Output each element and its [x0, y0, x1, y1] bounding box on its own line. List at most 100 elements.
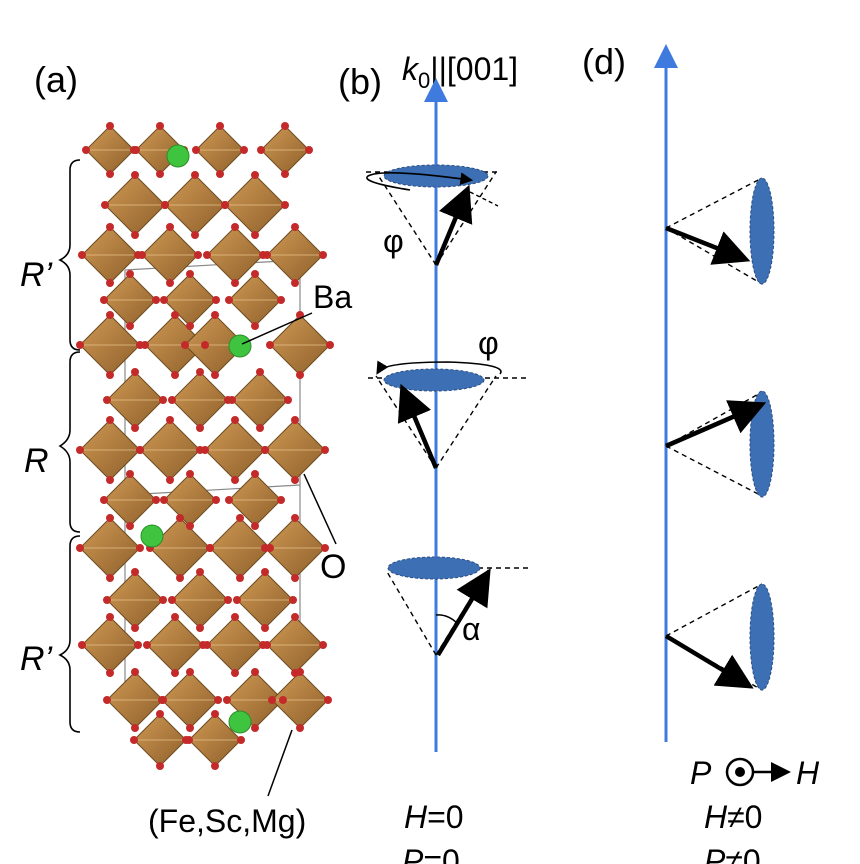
oxygen-atom	[212, 296, 220, 304]
oxygen-atom	[236, 514, 244, 522]
oxygen-atom	[231, 669, 239, 677]
panel-d-label: (d)	[582, 41, 626, 82]
oxygen-atom	[103, 396, 111, 404]
p-dot	[735, 767, 745, 777]
oxygen-atom	[156, 710, 164, 718]
oxygen-atom	[106, 122, 114, 130]
octahedra-layers	[79, 125, 331, 767]
oxygen-atom	[326, 341, 334, 349]
condition-h: H≠0	[704, 799, 762, 835]
oxygen-atom	[186, 270, 194, 278]
alpha-arc	[435, 614, 459, 625]
oxygen-atom	[251, 171, 259, 179]
oxygen-atom	[106, 371, 114, 379]
field-cone-3	[664, 583, 775, 691]
oxygen-atom	[100, 496, 108, 504]
oxygen-atom	[176, 574, 184, 582]
oxygen-atom	[131, 724, 139, 732]
oxygen-atom	[277, 296, 285, 304]
spin-arrow	[664, 634, 754, 689]
oxygen-atom	[251, 522, 259, 530]
oxygen-atom	[281, 122, 289, 130]
oxygen-atom	[231, 476, 239, 484]
ba-atom	[166, 144, 190, 168]
oxygen-atom	[159, 596, 167, 604]
oxygen-atom	[131, 624, 139, 632]
oxygen-atom	[76, 446, 84, 454]
oxygen-atom	[141, 341, 149, 349]
oxygen-atom	[132, 146, 140, 154]
oxygen-atom	[185, 736, 193, 744]
oxygen-atom	[231, 613, 239, 621]
oxygen-atom	[261, 446, 269, 454]
oxygen-atom	[171, 311, 179, 319]
panel-a-label: (a)	[34, 59, 78, 100]
field-cone-1	[665, 177, 775, 285]
oxygen-atom	[203, 641, 211, 649]
oxygen-atom	[251, 724, 259, 732]
barium-atoms	[140, 144, 252, 734]
oxygen-atom	[171, 669, 179, 677]
oxygen-atom	[160, 296, 168, 304]
oxygen-atom	[251, 270, 259, 278]
oxygen-atom	[223, 696, 231, 704]
block-label-r: R	[24, 442, 49, 480]
spin-arrow	[436, 568, 491, 657]
oxygen-atom	[261, 624, 269, 632]
oxygen-atom	[134, 641, 142, 649]
oxygen-atom	[156, 762, 164, 770]
oxygen-atom	[181, 341, 189, 349]
oxygen-atom	[279, 696, 287, 704]
condition-h: H=0	[404, 799, 464, 835]
oxygen-atom	[291, 574, 299, 582]
oxygen-atom	[176, 514, 184, 522]
panel-b-label: (b)	[338, 61, 382, 102]
cone-disc	[749, 583, 775, 691]
oxygen-atom	[130, 736, 138, 744]
ba-label: Ba	[313, 279, 352, 315]
oxygen-atom	[251, 231, 259, 239]
rotation-arrow	[366, 172, 474, 191]
spin-arrow	[397, 383, 439, 469]
oxygen-atom	[236, 574, 244, 582]
cation-label: (Fe,Sc,Mg)	[148, 803, 306, 839]
phi-label: φ	[383, 223, 404, 259]
oxygen-atom	[191, 231, 199, 239]
oxygen-atom	[233, 596, 241, 604]
oxygen-atom	[201, 341, 209, 349]
oxygen-atom	[106, 311, 114, 319]
oxygen-atom	[291, 223, 299, 231]
p-symbol: P	[690, 755, 712, 791]
oxygen-atom	[224, 596, 232, 604]
oxygen-atom	[186, 724, 194, 732]
oxygen-atom	[211, 710, 219, 718]
oxygen-atom	[106, 170, 114, 178]
oxygen-atom	[231, 279, 239, 287]
oxygen-atom	[106, 223, 114, 231]
oxygen-atom	[136, 446, 144, 454]
oxygen-atom	[281, 201, 289, 209]
cone-disc	[749, 177, 775, 285]
oxygen-atom	[225, 496, 233, 504]
alpha-label: α	[462, 611, 481, 647]
panel-a: (a) R’ R R’ Ba O	[20, 59, 352, 839]
oxygen-atom	[126, 322, 134, 330]
rotation-arrow	[376, 360, 502, 375]
oxygen-atom	[143, 641, 151, 649]
oxygen-atom	[131, 368, 139, 376]
oxygen-atom	[257, 146, 265, 154]
oxygen-atom	[191, 171, 199, 179]
oxygen-atom	[214, 696, 222, 704]
oxygen-atom	[237, 736, 245, 744]
ba-atom	[228, 710, 252, 734]
oxygen-atom	[284, 396, 292, 404]
oxygen-atom	[263, 251, 271, 259]
oxygen-atom	[231, 223, 239, 231]
brace-r-prime-top	[58, 159, 81, 351]
oxygen-atom	[203, 251, 211, 259]
oxygen-atom	[281, 170, 289, 178]
oxygen-atom	[192, 146, 200, 154]
oxygen-atom	[136, 544, 144, 552]
spin-cone-1: φ	[366, 164, 500, 266]
